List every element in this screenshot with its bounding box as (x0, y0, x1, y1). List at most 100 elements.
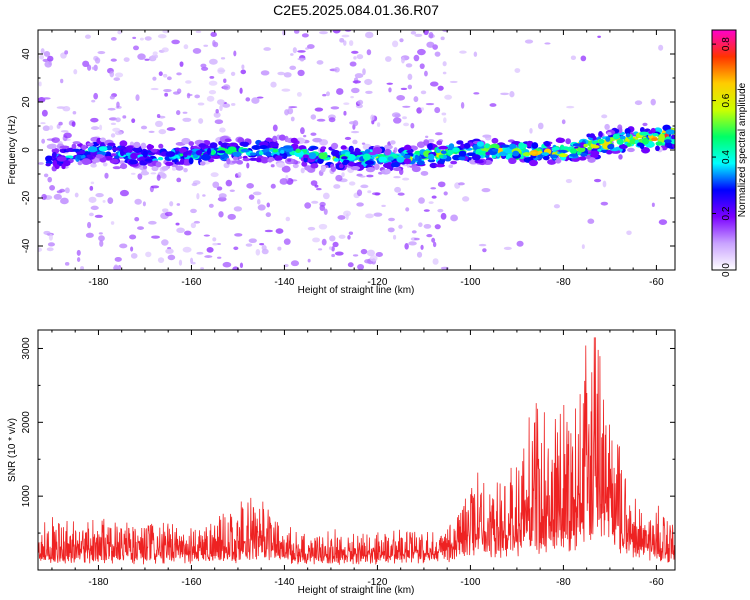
spectrogram-speck (306, 44, 315, 49)
spectrogram-ridge-cell (551, 146, 560, 151)
spectrogram-speck (399, 38, 404, 43)
spectrogram-speck (318, 248, 323, 251)
spectrogram-ridge-cell (383, 162, 393, 169)
spectrogram-ridge-cell (77, 142, 83, 147)
x-tick-label: -80 (556, 277, 571, 288)
spectrogram-speck (152, 51, 158, 56)
spectrogram-speck (366, 174, 374, 178)
colorbar-tick-label: 0.2 (721, 206, 732, 220)
spectrogram-ridge-cell (478, 150, 488, 156)
spectrogram-speck (156, 113, 161, 119)
spectrogram-speck (41, 138, 46, 144)
spectrogram-speck (356, 189, 363, 197)
spectrogram-speck (239, 87, 243, 94)
spectrogram-speck (419, 63, 425, 70)
spectrogram-speck (139, 37, 144, 41)
spectrogram-speck (281, 88, 291, 92)
spectrogram-speck (344, 136, 352, 140)
spectrogram-ridge-cell (390, 162, 397, 168)
spectrogram-speck (402, 177, 410, 181)
spectrogram-speck (39, 54, 44, 60)
colorbar-tick-label: 0.6 (721, 93, 732, 107)
x-tick-label: -140 (274, 577, 294, 588)
spectrogram-speck (119, 189, 129, 197)
spectrogram-speck (87, 64, 92, 71)
spectrogram-speck (122, 115, 127, 119)
spectrogram-speck (233, 50, 237, 57)
spectrogram-speck (176, 88, 182, 94)
spectrogram-ridge-cell (290, 137, 298, 144)
spectrogram-ridge-cell (65, 148, 74, 152)
spectrogram-speck (76, 249, 81, 256)
spectrogram-speck (110, 37, 117, 41)
spectrogram-ridge-cell (71, 143, 77, 150)
colorbar-tick-label: 0.0 (721, 263, 732, 277)
spectrogram-speck (432, 258, 439, 265)
spectrogram-speck (348, 121, 357, 125)
spectrogram-speck (248, 238, 257, 244)
spectrogram-speck (98, 232, 103, 235)
spectrogram-speck (339, 37, 345, 43)
x-tick-label: -120 (367, 577, 387, 588)
spectrogram-ridge-cell (428, 153, 435, 161)
spectrogram-ridge-cell (165, 161, 174, 167)
spectrogram-speck (359, 175, 366, 178)
spectrogram-ridge-cell (119, 140, 128, 147)
spectrogram-speck (405, 207, 410, 212)
spectrogram-ridge-cell (655, 141, 663, 146)
spectrogram-ridge-cell (607, 132, 612, 136)
spectrogram-speck (104, 172, 109, 179)
spectrogram-speck (48, 125, 54, 131)
x-tick-label: -160 (181, 577, 201, 588)
spectrogram-speck (154, 120, 163, 128)
spectrogram-speck (343, 110, 347, 116)
spectrogram-speck (352, 80, 361, 84)
spectrogram-speck (206, 247, 214, 253)
spectrogram-ridge-cell (308, 152, 317, 160)
spectrogram-speck (366, 49, 372, 56)
spectrogram-speck (51, 137, 60, 143)
spectrogram-speck (587, 218, 595, 224)
spectrogram-ridge-cell (655, 145, 660, 152)
spectrogram-speck (265, 212, 272, 218)
spectrogram-ridge-cell (671, 134, 675, 140)
spectrogram-ridge-cell (249, 157, 258, 161)
spectrogram-ridge-cell (448, 143, 455, 150)
spectrogram-speck (90, 163, 97, 168)
spectrogram-ridge-cell (569, 148, 578, 155)
spectrogram-speck (391, 40, 399, 48)
spectrogram-speck (279, 178, 289, 185)
spectrogram-ridge-cell (331, 142, 339, 150)
spectrogram-speck (334, 67, 340, 73)
spectrogram-ridge-cell (558, 149, 568, 154)
spectrogram-ridge-cell (209, 142, 218, 149)
spectrogram-ridge-cell (625, 133, 631, 138)
spectrogram-speck (435, 132, 443, 136)
spectrogram-ridge-cell (142, 150, 148, 158)
spectrogram-speck (233, 246, 239, 251)
spectrogram-speck (112, 166, 121, 170)
spectrogram-ridge-cell (161, 166, 169, 171)
spectrogram-speck (245, 243, 253, 247)
spectrogram-speck (440, 212, 447, 220)
spectrogram-speck (440, 36, 445, 41)
spectrogram-speck (626, 230, 632, 236)
spectrogram-ridge-cell (199, 161, 206, 166)
spectrogram-speck (426, 234, 433, 238)
spectrogram-ridge-cell (550, 154, 558, 159)
spectrogram-speck (150, 172, 157, 175)
spectrogram-ridge-cell (72, 141, 81, 145)
spectrogram-speck (503, 246, 512, 251)
spectrogram-speck (156, 174, 161, 181)
spectrogram-speck (109, 95, 115, 100)
spectrogram-ridge-cell (476, 141, 485, 147)
spectrogram-speck (99, 124, 103, 131)
spectrogram-speck (64, 50, 69, 55)
spectrogram-ridge-cell (447, 149, 454, 156)
spectrogram-speck (345, 213, 349, 221)
x-tick-label: -100 (460, 277, 480, 288)
spectrogram-speck (424, 70, 428, 77)
spectrogram-speck (509, 91, 515, 98)
spectrogram-speck (270, 183, 276, 189)
spectrogram-speck (430, 187, 437, 190)
